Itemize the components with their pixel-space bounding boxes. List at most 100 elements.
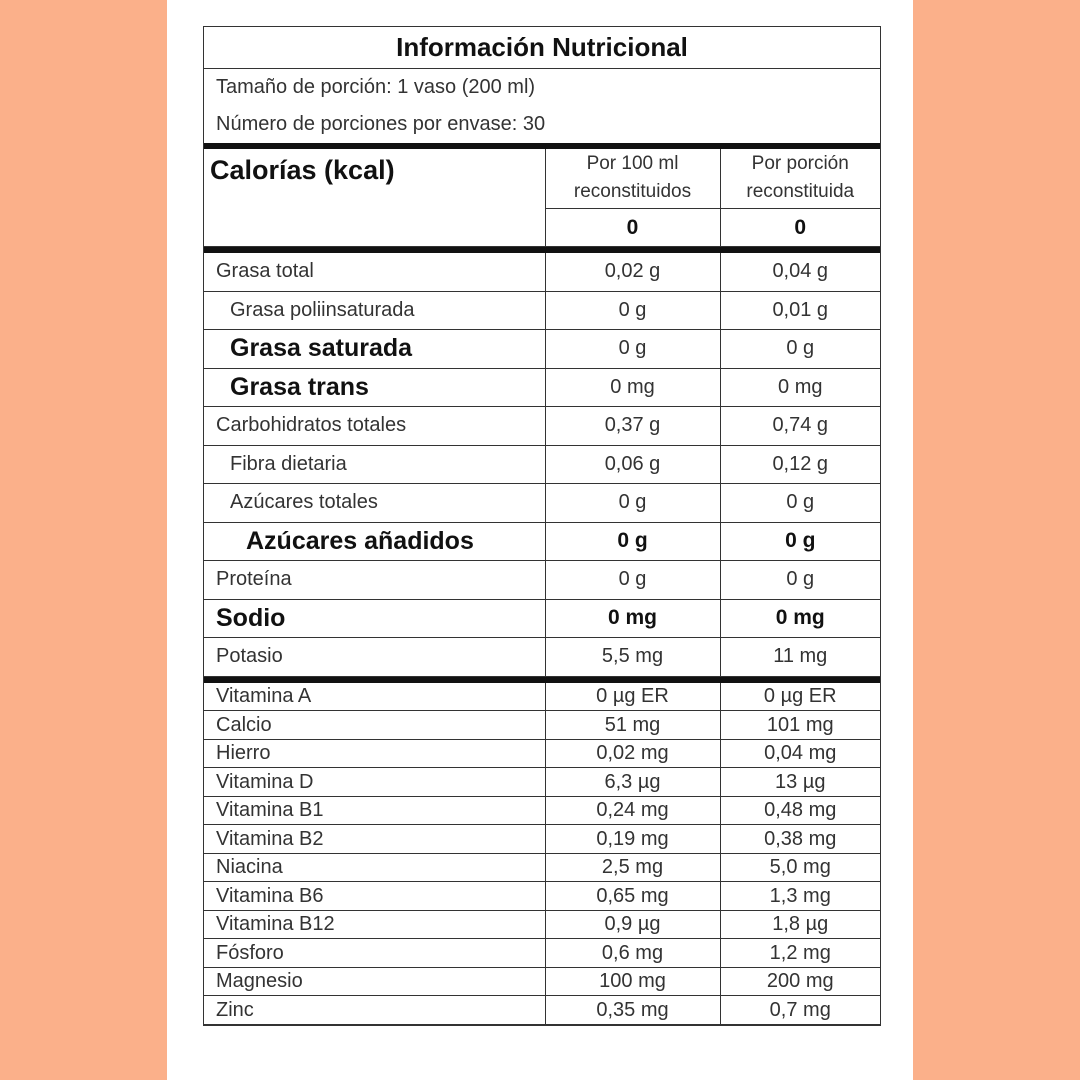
divider-thick (204, 676, 880, 683)
nutrient-name: Grasa total (204, 253, 546, 292)
vitamin-per-100ml: 100 mg (544, 966, 721, 996)
vitamin-name: Zinc (204, 995, 546, 1025)
column-header-per-100ml: Por 100 ml reconstituidos (544, 149, 721, 209)
serving-size: Tamaño de porción: 1 vaso (200 ml) (216, 76, 536, 98)
nutrient-name: Grasa saturada (204, 329, 546, 369)
nutrient-row: Grasa total 0,02 g 0,04 g (204, 253, 880, 292)
nutrient-per-serving: 0 g (719, 521, 880, 561)
divider-thick (204, 143, 880, 149)
nutrient-name: Sodio (204, 598, 546, 638)
nutrition-facts-label: Información Nutricional Tamaño de porció… (203, 26, 881, 1026)
nutrient-per-100ml: 0 g (544, 521, 721, 561)
vitamin-name: Vitamina B2 (204, 824, 546, 854)
vitamin-per-serving: 0 µg ER (719, 682, 880, 711)
nutrient-per-100ml: 0 g (544, 560, 721, 600)
vitamin-row: Magnesio 100 mg 200 mg (204, 966, 880, 996)
nutrient-name: Fibra dietaria (204, 444, 546, 484)
vitamin-per-100ml: 6,3 µg (544, 767, 721, 797)
vitamin-row: Fósforo 0,6 mg 1,2 mg (204, 938, 880, 968)
vitamin-name: Niacina (204, 852, 546, 882)
calories-table: Calorías (kcal) Por 100 ml reconstituido… (204, 149, 880, 247)
nutrient-row: Grasa poliinsaturada 0 g 0,01 g (204, 290, 880, 330)
vitamin-per-serving: 1,2 mg (719, 938, 880, 968)
vitamin-row: Vitamina B12 0,9 µg 1,8 µg (204, 909, 880, 939)
vitamin-row: Zinc 0,35 mg 0,7 mg (204, 995, 880, 1025)
nutrient-per-serving: 0 mg (719, 598, 880, 638)
nutrient-row: Potasio 5,5 mg 11 mg (204, 637, 880, 677)
nutrient-per-serving: 0,01 g (719, 290, 880, 330)
vitamin-name: Vitamina D (204, 767, 546, 797)
nutrient-per-100ml: 0,37 g (544, 406, 721, 446)
nutrient-per-100ml: 0,06 g (544, 444, 721, 484)
vitamin-per-serving: 101 mg (719, 710, 880, 740)
vitamin-per-100ml: 0 µg ER (544, 682, 721, 711)
nutrient-name: Azúcares añadidos (204, 521, 546, 561)
calories-label: Calorías (kcal) (204, 149, 546, 247)
vitamin-name: Vitamina B1 (204, 795, 546, 825)
vitamin-per-serving: 0,48 mg (719, 795, 880, 825)
vitamin-name: Vitamina B6 (204, 881, 546, 911)
nutrient-name: Proteína (204, 560, 546, 600)
nutrient-row: Sodio 0 mg 0 mg (204, 598, 880, 638)
vitamin-per-100ml: 51 mg (544, 710, 721, 740)
vitamin-per-100ml: 0,24 mg (544, 795, 721, 825)
nutrient-per-100ml: 0 mg (544, 367, 721, 407)
vitamin-row: Calcio 51 mg 101 mg (204, 710, 880, 740)
nutrient-per-serving: 0 mg (719, 367, 880, 407)
vitamin-per-serving: 13 µg (719, 767, 880, 797)
vitamin-per-serving: 1,3 mg (719, 881, 880, 911)
nutrient-per-serving: 0,74 g (719, 406, 880, 446)
vitamin-per-100ml: 0,9 µg (544, 909, 721, 939)
vitamin-per-100ml: 0,65 mg (544, 881, 721, 911)
vitamin-name: Vitamina B12 (204, 909, 546, 939)
nutrient-name: Potasio (204, 637, 546, 677)
vitamin-per-serving: 0,7 mg (719, 995, 880, 1025)
nutrient-per-serving: 0 g (719, 483, 880, 523)
vitamin-per-serving: 1,8 µg (719, 909, 880, 939)
vitamin-row: Vitamina B6 0,65 mg 1,3 mg (204, 881, 880, 911)
divider-thick (204, 247, 880, 253)
calories-per-serving: 0 (719, 208, 880, 247)
nutrient-name: Grasa trans (204, 367, 546, 407)
vitamin-name: Magnesio (204, 966, 546, 996)
vitamin-per-serving: 200 mg (719, 966, 880, 996)
label-title: Información Nutricional (204, 27, 880, 69)
nutrient-name: Grasa poliinsaturada (204, 290, 546, 330)
vitamin-per-serving: 0,04 mg (719, 738, 880, 768)
vitamin-row: Vitamina B2 0,19 mg 0,38 mg (204, 824, 880, 854)
vitamin-per-100ml: 0,35 mg (544, 995, 721, 1025)
vitamin-per-100ml: 0,6 mg (544, 938, 721, 968)
column-header-per-serving: Por porción reconstituida (719, 149, 880, 209)
nutrient-per-100ml: 0 g (544, 329, 721, 369)
nutrient-per-100ml: 0 mg (544, 598, 721, 638)
vitamin-row: Hierro 0,02 mg 0,04 mg (204, 738, 880, 768)
vitamin-per-serving: 5,0 mg (719, 852, 880, 882)
vitamin-name: Hierro (204, 738, 546, 768)
nutrients-table: Grasa total 0,02 g 0,04 g Grasa poliinsatur… (204, 253, 880, 677)
nutrient-row: Fibra dietaria 0,06 g 0,12 g (204, 444, 880, 484)
nutrient-per-serving: 0,12 g (719, 444, 880, 484)
vitamin-name: Vitamina A (204, 682, 546, 711)
vitamin-row: Vitamina B1 0,24 mg 0,48 mg (204, 795, 880, 825)
vitamin-name: Fósforo (204, 938, 546, 968)
nutrient-per-serving: 11 mg (719, 637, 880, 677)
vitamin-name: Calcio (204, 710, 546, 740)
nutrient-row: Carbohidratos totales 0,37 g 0,74 g (204, 406, 880, 446)
vitamin-per-serving: 0,38 mg (719, 824, 880, 854)
vitamin-per-100ml: 0,02 mg (544, 738, 721, 768)
servings-per-container: Número de porciones por envase: 30 (216, 113, 546, 135)
vitamin-per-100ml: 2,5 mg (544, 852, 721, 882)
nutrient-per-100ml: 5,5 mg (544, 637, 721, 677)
calories-per-100ml: 0 (545, 208, 721, 247)
nutrient-per-serving: 0 g (719, 560, 880, 600)
nutrient-per-serving: 0 g (719, 329, 880, 369)
vitamin-row: Niacina 2,5 mg 5,0 mg (204, 852, 880, 882)
nutrient-name: Azúcares totales (204, 483, 546, 523)
nutrient-per-100ml: 0 g (544, 483, 721, 523)
vitamin-per-100ml: 0,19 mg (544, 824, 721, 854)
